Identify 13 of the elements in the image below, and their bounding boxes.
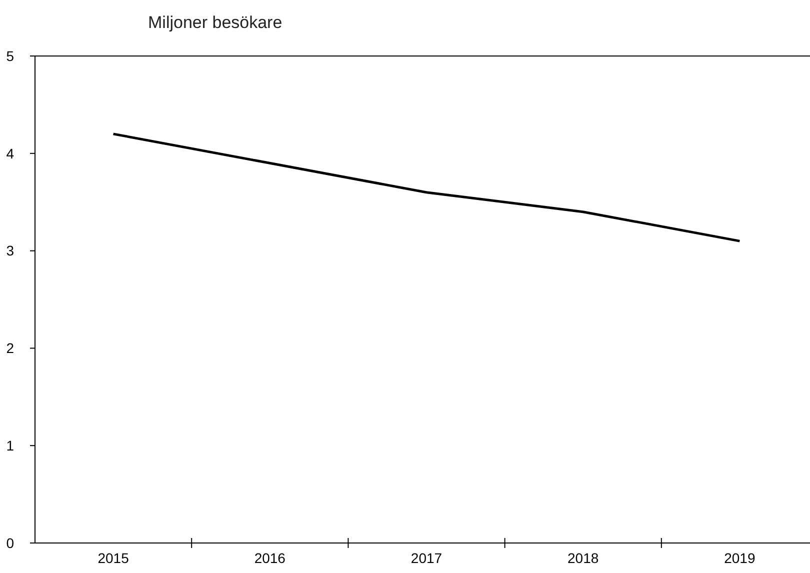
x-tick-label: 2019 (724, 550, 756, 566)
chart-title: Miljoner besökare (148, 13, 282, 32)
x-tick-label: 2015 (98, 550, 130, 566)
x-tick-label: 2017 (410, 550, 442, 566)
y-tick-label: 4 (6, 145, 14, 162)
x-tick-label: 2018 (568, 550, 599, 566)
y-tick-label: 5 (6, 48, 14, 64)
y-tick-label: 0 (6, 534, 14, 551)
y-tick-label: 1 (6, 438, 14, 454)
y-tick-label: 2 (6, 340, 14, 356)
line-series (112, 132, 741, 242)
y-tick-label: 3 (6, 242, 14, 259)
x-tick-label: 2016 (254, 550, 286, 566)
